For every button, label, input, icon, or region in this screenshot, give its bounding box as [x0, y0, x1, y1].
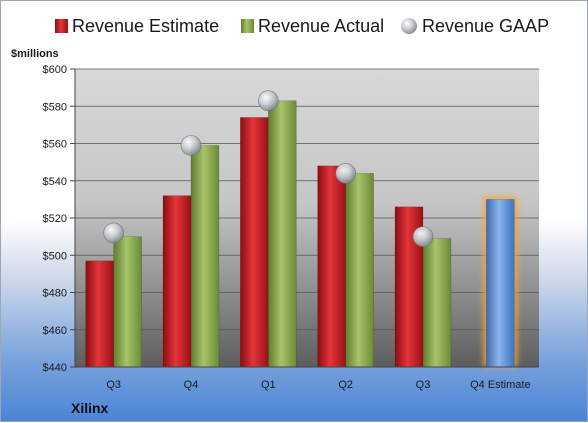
bar-revenue-estimate	[162, 195, 192, 368]
legend-item-gaap: Revenue GAAP	[401, 16, 549, 36]
y-tick-label: $500	[43, 250, 67, 262]
legend-label-actual: Revenue Actual	[258, 16, 384, 36]
x-tick-label: Q4	[184, 379, 199, 391]
x-tick-label: Q2	[338, 379, 353, 391]
y-tick-label: $520	[43, 213, 67, 225]
y-axis: $440 $460 $480 $500 $520 $540 $560 $580 $600	[43, 64, 76, 374]
bar-revenue-actual	[268, 100, 297, 368]
legend-label-gaap: Revenue GAAP	[422, 16, 549, 36]
company-name: Xilinx	[71, 400, 109, 416]
bar-revenue-actual	[422, 238, 452, 368]
legend-swatch-estimate	[55, 19, 68, 33]
bar-revenue-estimate	[394, 206, 424, 368]
bar-revenue-estimate-upcoming	[486, 199, 515, 368]
x-tick-label: Q4 Estimate	[470, 379, 531, 391]
legend-item-actual: Revenue Actual	[241, 16, 384, 36]
bar-revenue-estimate	[240, 117, 269, 368]
bar-revenue-actual	[345, 173, 374, 368]
y-tick-label: $480	[43, 288, 67, 300]
bar-revenue-actual	[113, 236, 142, 368]
y-tick-label: $560	[43, 139, 67, 151]
y-tick-label: $440	[43, 362, 67, 374]
x-tick-label: Q3	[106, 379, 121, 391]
legend: Revenue Estimate Revenue Actual Revenue …	[55, 16, 549, 36]
y-tick-label: $600	[43, 64, 67, 76]
gaap-markers	[103, 90, 434, 247]
y-tick-label: $460	[43, 325, 67, 337]
legend-item-estimate: Revenue Estimate	[55, 16, 219, 36]
y-axis-unit-label: $millions	[11, 48, 59, 60]
marker-revenue-gaap	[412, 226, 434, 247]
bar-revenue-estimate	[317, 165, 346, 368]
y-tick-label: $580	[43, 101, 67, 113]
x-tick-label: Q1	[261, 379, 276, 391]
legend-swatch-gaap	[401, 18, 417, 34]
legend-label-estimate: Revenue Estimate	[72, 16, 219, 36]
marker-revenue-gaap	[258, 90, 279, 111]
bar-revenue-actual	[190, 145, 220, 368]
y-tick-label: $540	[43, 176, 67, 188]
x-tick-label: Q3	[416, 379, 431, 391]
marker-revenue-gaap	[335, 163, 356, 184]
marker-revenue-gaap	[103, 222, 124, 244]
legend-swatch-actual	[241, 19, 254, 33]
bars	[85, 100, 518, 368]
marker-revenue-gaap	[180, 135, 202, 156]
bar-revenue-estimate	[85, 260, 114, 368]
x-axis: Q3 Q4 Q1 Q2 Q3 Q4 Estimate	[75, 366, 539, 391]
